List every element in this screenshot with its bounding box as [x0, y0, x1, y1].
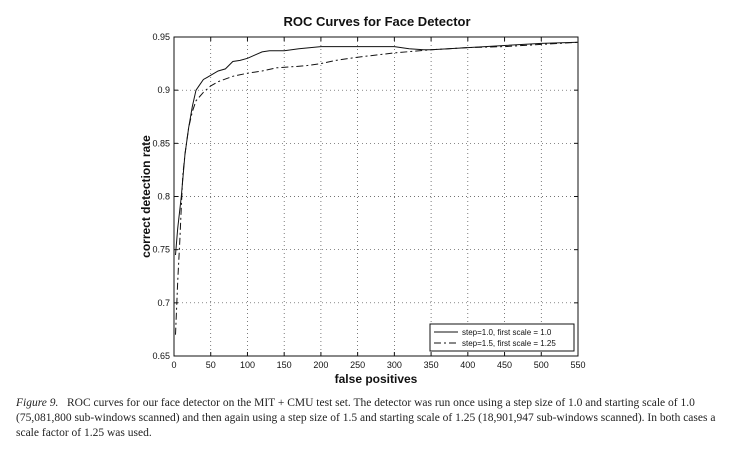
- x-tick-label: 50: [206, 360, 216, 370]
- x-tick-label: 0: [171, 360, 176, 370]
- series-line-step-1-0: [175, 41, 579, 256]
- caption-text: ROC curves for our face detector on the …: [16, 397, 716, 439]
- y-tick-label: 0.95: [152, 32, 170, 42]
- y-tick-label: 0.7: [157, 298, 170, 308]
- y-tick-label: 0.65: [152, 351, 170, 361]
- series-line-step-1-5: [175, 41, 579, 335]
- axis-ticks: 0 50 100 150 200 250 300 350 400 450 500 550 0.65 0.7…: [152, 32, 585, 370]
- caption-label: Figure 9.: [16, 397, 59, 409]
- x-tick-label: 550: [570, 360, 585, 370]
- roc-chart: ROC Curves for Face Detector 0 50 100 150 20…: [139, 14, 586, 386]
- x-tick-label: 150: [277, 360, 292, 370]
- x-axis-label: false positives: [335, 372, 418, 386]
- y-tick-label: 0.85: [152, 138, 170, 148]
- x-tick-label: 350: [424, 360, 439, 370]
- legend-box: [429, 323, 575, 352]
- y-tick-label: 0.8: [157, 192, 170, 202]
- x-tick-label: 300: [387, 360, 402, 370]
- x-tick-label: 250: [350, 360, 365, 370]
- chart-title: ROC Curves for Face Detector: [283, 14, 470, 29]
- legend-label-step-1-5: step=1.5, first scale = 1.25: [462, 339, 556, 348]
- legend: step=1.0, first scale = 1.0 step=1.5, fi…: [429, 323, 575, 352]
- y-tick-label: 0.75: [152, 245, 170, 255]
- y-axis-label: correct detection rate: [139, 135, 153, 258]
- x-tick-label: 450: [497, 360, 512, 370]
- x-tick-label: 500: [534, 360, 549, 370]
- x-tick-label: 100: [240, 360, 255, 370]
- grid: [174, 37, 578, 356]
- x-tick-label: 200: [313, 360, 328, 370]
- figure-caption: Figure 9. ROC curves for our face detect…: [16, 396, 721, 441]
- legend-label-step-1-0: step=1.0, first scale = 1.0: [462, 328, 552, 337]
- series-layer: [175, 41, 579, 335]
- x-tick-label: 400: [460, 360, 475, 370]
- y-tick-label: 0.9: [157, 85, 170, 95]
